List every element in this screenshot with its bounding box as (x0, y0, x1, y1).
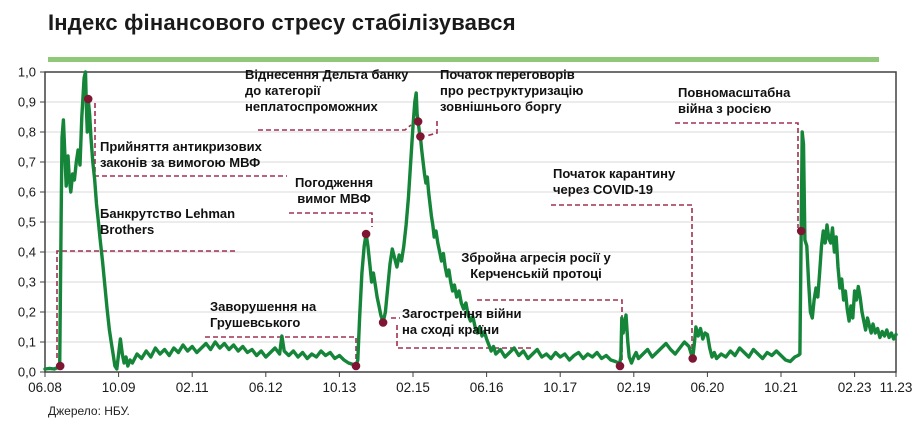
event-dot-hrushevskoho (351, 361, 361, 371)
event-dot-debt-restructuring (416, 132, 425, 141)
x-axis-label: 10.13 (323, 380, 357, 395)
event-leader-lehman (56, 250, 235, 358)
source-note: Джерело: НБУ. (48, 404, 130, 418)
y-axis-label: 0,9 (18, 95, 36, 110)
event-dot-east-war-escalation (378, 318, 388, 327)
annotation-line: Початок карантину (553, 166, 676, 181)
annotation-line: Прийняття антикризових (100, 139, 262, 154)
annotation-line: Загострення війни (402, 306, 522, 321)
x-axis-label: 10.09 (102, 380, 136, 395)
event-dot-imf-agreement (361, 229, 371, 239)
event-dot-lehman (55, 361, 65, 371)
y-axis-label: 0,0 (18, 365, 36, 380)
annotation-kerch-aggression: Збройна агресія росії у Керченській прот… (460, 250, 612, 282)
chart-title: Індекс фінансового стресу стабілізувався (48, 10, 516, 35)
annotation-line: Заворушення на (210, 299, 317, 314)
event-leader-full-scale-war (675, 122, 799, 228)
annotation-line: законів за вимогою МВФ (100, 155, 261, 170)
annotation-line: через COVID-19 (553, 182, 653, 197)
annotation-east-war-escalation: Загострення війни на сході країни (402, 306, 522, 338)
annotation-line: про реструктуризацію (440, 83, 584, 98)
x-axis-label: 02.19 (617, 380, 651, 395)
annotation-line: вимог МВФ (297, 191, 371, 206)
x-axis-label: 02.23 (838, 380, 872, 395)
series-financial-stress-index (43, 70, 898, 371)
annotation-line: Початок переговорів (440, 67, 575, 82)
y-axis-label: 0,1 (18, 335, 36, 350)
event-leader-hrushevskoho (205, 336, 357, 360)
x-axis-label: 02.15 (396, 380, 430, 395)
annotation-line: Віднесення Дельта банку (245, 67, 409, 82)
annotation-delta-bank: Віднесення Дельта банку до категорії неп… (245, 67, 408, 115)
annotation-hrushevskoho: Заворушення на Грушевського (210, 299, 316, 331)
y-axis-label: 0,4 (18, 245, 36, 260)
annotation-line: Банкрутство Lehman (100, 206, 236, 221)
annotation-line: війна з росією (678, 101, 772, 116)
event-leader-debt-restructuring (425, 121, 438, 137)
event-dot-delta-bank (413, 117, 423, 126)
annotation-line: Збройна агресія росії у (461, 250, 611, 265)
x-axis-label: 06.16 (470, 380, 504, 395)
annotation-full-scale-war: Повномасштабна війна з росією (678, 85, 790, 117)
event-dot-anticrisis-laws (83, 94, 93, 104)
y-axis-label: 0,7 (18, 155, 36, 170)
x-axis-label: 10.17 (543, 380, 577, 395)
annotation-line: до категорії (245, 83, 321, 98)
event-leader-delta-bank (258, 124, 412, 131)
annotation-line: Brothers (100, 222, 155, 237)
annotation-line: Грушевського (210, 315, 301, 330)
event-dot-kerch-aggression (615, 361, 625, 371)
x-axis-label: 06.08 (28, 380, 62, 395)
y-axis-label: 0,8 (18, 125, 36, 140)
annotation-anticrisis-laws: Прийняття антикризових законів за вимого… (100, 139, 262, 171)
y-axis-label: 0,5 (18, 215, 36, 230)
event-dot-covid-quarantine (688, 354, 697, 363)
x-axis-label: 11.23 (880, 380, 913, 395)
x-axis-label: 06.12 (249, 380, 283, 395)
event-leader-covid-quarantine (551, 204, 693, 354)
x-axis-label: 02.11 (176, 380, 209, 395)
annotation-line: зовнішнього боргу (440, 99, 562, 114)
y-axis-label: 0,3 (18, 275, 36, 290)
y-axis-label: 1,0 (18, 65, 36, 80)
annotation-line: Повномасштабна (678, 85, 791, 100)
title-underline-bar (48, 57, 879, 62)
x-axis-label: 10.21 (764, 380, 798, 395)
annotation-imf-agreement: Погодження вимог МВФ (288, 175, 380, 207)
x-axis-label: 06.20 (691, 380, 725, 395)
annotation-debt-restructuring: Початок переговорів про реструктуризацію… (440, 67, 583, 115)
annotation-line: Керченській протоці (470, 266, 602, 281)
annotation-line: на сході країни (402, 322, 500, 337)
annotation-line: неплатоспроможних (245, 99, 378, 114)
y-axis-label: 0,6 (18, 185, 36, 200)
event-leader-east-war-escalation (396, 325, 533, 349)
event-leader-imf-agreement (289, 212, 373, 227)
annotation-covid-quarantine: Початок карантину через COVID-19 (553, 166, 675, 198)
event-dot-full-scale-war (796, 226, 806, 236)
y-axis-label: 0,2 (18, 305, 36, 320)
annotation-line: Погодження (294, 175, 374, 190)
annotation-lehman: Банкрутство Lehman Brothers (100, 206, 235, 238)
